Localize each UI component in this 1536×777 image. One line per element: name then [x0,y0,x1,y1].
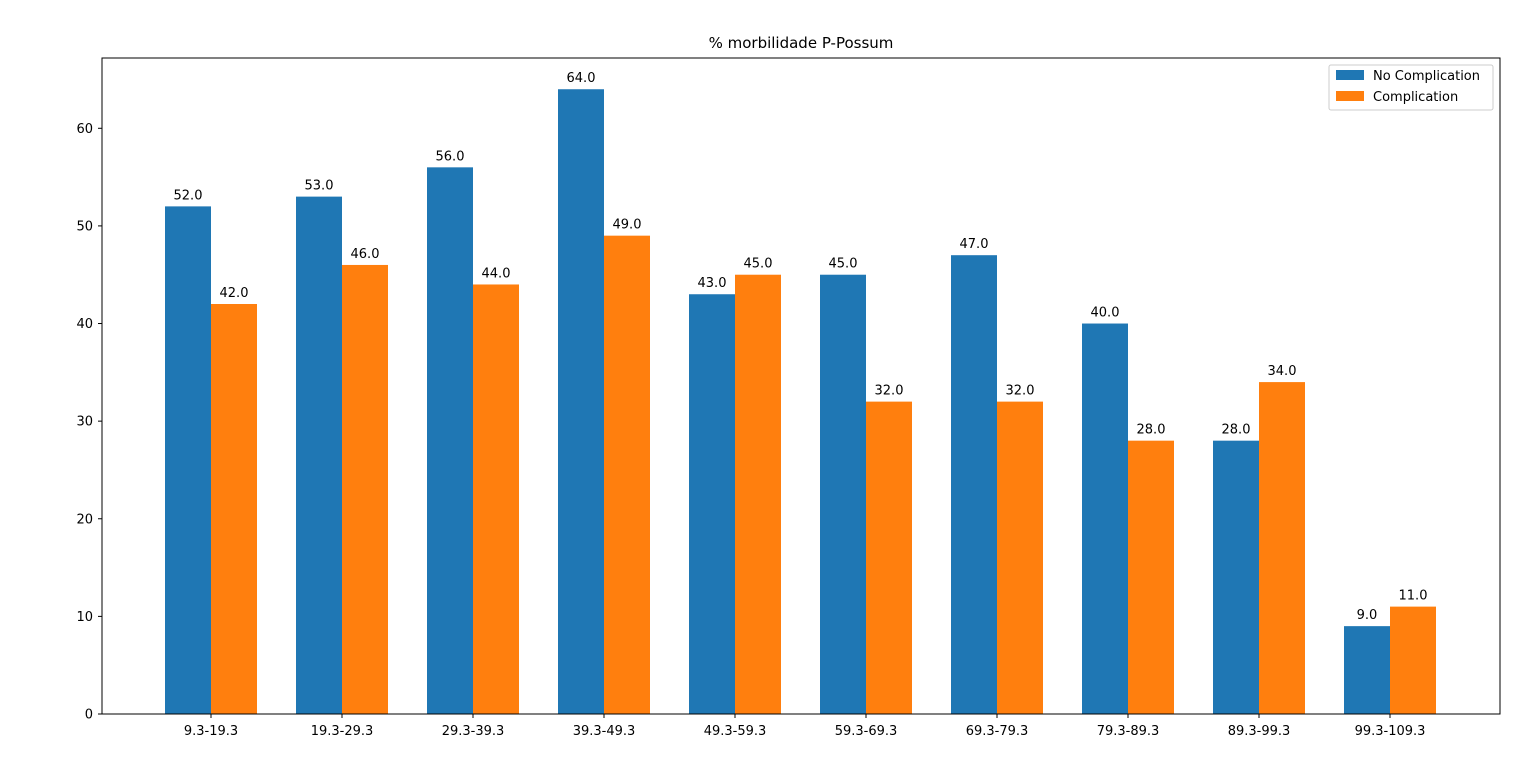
legend-swatch-complication [1336,91,1364,101]
bar-complication-89-3-99-3 [1259,382,1305,714]
y-tick-label: 30 [76,415,93,430]
bar-label-complication-69-3-79-3: 32.0 [1006,384,1035,399]
bar-label-no-complication-9-3-19-3: 52.0 [174,188,203,203]
bar-no-complication-49-3-59-3 [689,294,735,714]
bar-label-complication-9-3-19-3: 42.0 [220,286,249,301]
x-tick-label: 59.3-69.3 [835,724,898,739]
legend-swatch-no-complication [1336,70,1364,80]
bar-no-complication-19-3-29-3 [296,196,342,715]
y-tick-label: 10 [76,610,93,625]
plot-frame [101,57,1501,715]
bar-complication-9-3-19-3 [211,304,257,714]
bar-no-complication-99-3-109-3 [1344,626,1390,714]
bar-label-complication-19-3-29-3: 46.0 [351,247,380,262]
bar-label-no-complication-39-3-49-3: 64.0 [567,71,596,86]
bar-label-complication-59-3-69-3: 32.0 [875,384,904,399]
x-tick-label: 19.3-29.3 [311,724,374,739]
bar-no-complication-39-3-49-3 [558,89,604,714]
legend-box [1328,64,1494,111]
bar-no-complication-9-3-19-3 [165,206,211,714]
chart-title: % morbilidade P-Possum [709,34,894,52]
y-tick-label: 50 [76,219,93,234]
x-tick-label: 79.3-89.3 [1097,724,1160,739]
y-tick-label: 60 [76,122,93,137]
x-tick-label: 89.3-99.3 [1228,724,1291,739]
bar-complication-99-3-109-3 [1390,606,1436,714]
legend-label-complication: Complication [1373,90,1458,105]
bar-label-no-complication-99-3-109-3: 9.0 [1357,608,1378,623]
bar-no-complication-59-3-69-3 [820,274,866,714]
x-tick-label: 99.3-109.3 [1355,724,1426,739]
bar-label-complication-89-3-99-3: 34.0 [1268,364,1297,379]
bar-label-no-complication-89-3-99-3: 28.0 [1222,423,1251,438]
bar-complication-39-3-49-3 [604,235,650,714]
bar-complication-19-3-29-3 [342,264,388,714]
bar-label-complication-39-3-49-3: 49.0 [613,218,642,233]
bar-no-complication-79-3-89-3 [1082,323,1128,714]
legend: No Complication Complication [1328,64,1494,111]
y-axis: 0 10 20 30 40 50 60 [76,122,102,723]
bar-complication-79-3-89-3 [1128,440,1174,714]
bar-complication-49-3-59-3 [735,274,781,714]
bar-no-complication-69-3-79-3 [951,255,997,714]
x-tick-label: 39.3-49.3 [573,724,636,739]
x-tick-label: 69.3-79.3 [966,724,1029,739]
x-axis: 9.3-19.3 19.3-29.3 29.3-39.3 39.3-49.3 49.3-… [184,714,1426,739]
x-tick-label: 9.3-19.3 [184,724,238,739]
bar-complication-29-3-39-3 [473,284,519,714]
bar-label-no-complication-29-3-39-3: 56.0 [436,149,465,164]
legend-label-no-complication: No Complication [1373,69,1480,84]
bar-label-complication-99-3-109-3: 11.0 [1399,589,1428,604]
x-tick-label: 29.3-39.3 [442,724,505,739]
bar-label-no-complication-69-3-79-3: 47.0 [960,237,989,252]
y-tick-label: 0 [85,708,93,723]
bars [165,89,1436,715]
bar-label-no-complication-79-3-89-3: 40.0 [1091,306,1120,321]
bar-labels: 52.0 42.0 53.0 46.0 56.0 44.0 64.0 49.0 43.0 45.0… [174,71,1428,623]
bar-label-no-complication-59-3-69-3: 45.0 [829,257,858,272]
y-tick-label: 20 [76,512,93,527]
bar-label-no-complication-19-3-29-3: 53.0 [305,179,334,194]
y-tick-label: 40 [76,317,93,332]
bar-label-complication-49-3-59-3: 45.0 [744,257,773,272]
bar-complication-59-3-69-3 [866,401,912,714]
bar-label-complication-29-3-39-3: 44.0 [482,266,511,281]
bar-complication-69-3-79-3 [997,401,1043,714]
bar-label-no-complication-49-3-59-3: 43.0 [698,276,727,291]
bar-label-complication-79-3-89-3: 28.0 [1137,423,1166,438]
bar-no-complication-29-3-39-3 [427,167,473,715]
bar-no-complication-89-3-99-3 [1213,440,1259,714]
x-tick-label: 49.3-59.3 [704,724,767,739]
